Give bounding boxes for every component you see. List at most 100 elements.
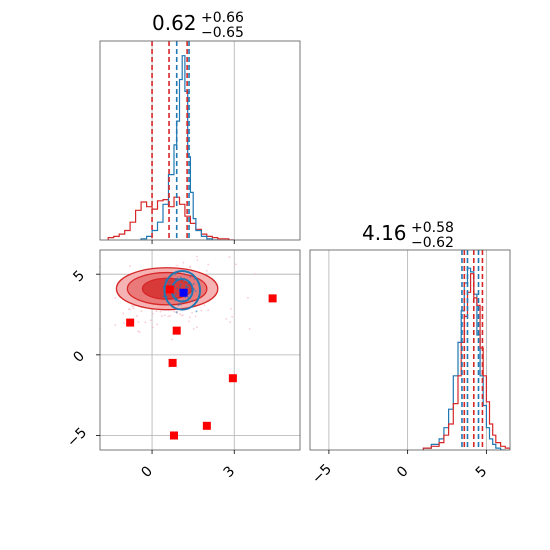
joint-point-5 [202,421,211,430]
joint-background-sample [155,310,158,312]
joint-point-6 [169,431,178,440]
joint-background-sample [231,315,234,318]
joint-background-sample [247,296,249,299]
joint-blue-sample [187,293,190,296]
joint-background-sample [191,311,194,314]
joint-blue-sample [175,287,178,290]
joint-background-sample [196,326,198,329]
joint-background-sample [182,261,185,264]
marginal2-xtick-minus5: −5 [309,461,335,487]
title-param-2-value: 4.16 [362,221,407,245]
joint-point-0 [268,294,277,303]
joint-background-sample [93,243,95,245]
joint-blue-sample [184,296,187,299]
joint-background-sample [192,328,195,330]
joint-blue-sample [162,295,165,298]
marginal2-blue-histogram [422,267,506,450]
joint-frame [99,249,301,451]
marginal1-blue-histogram [140,55,218,240]
joint-background-sample [196,259,199,262]
joint-background-sample [151,326,154,329]
joint-blue-sample [179,303,182,306]
joint-background-sample [181,314,184,317]
joint-background-sample [188,320,191,323]
joint-blue-sample [191,299,194,302]
joint-blue-sample [183,273,186,276]
joint-background-sample [169,314,172,317]
joint-background-sample [114,297,117,299]
joint-background-sample [137,330,140,333]
joint-background-sample [188,316,191,319]
joint-background-sample [229,321,231,324]
joint-background-sample [225,317,228,320]
joint-background-sample [200,309,203,312]
joint-panel [93,243,307,454]
marginal-panel-param-2 [309,249,511,454]
joint-point-2 [172,326,181,335]
joint-blue-sample [177,304,180,307]
joint-background-sample [230,307,232,310]
joint-background-sample [138,331,141,333]
title-param-1-value: 0.62 [152,11,197,35]
joint-background-sample [131,305,133,308]
joint-background-sample [253,273,256,275]
marginal2-plot-area [422,250,510,450]
joint-background-sample [132,305,135,308]
joint-blue-sample [175,311,178,314]
joint-background-sample [207,263,210,266]
joint-xtick-0: 0 [138,463,156,481]
joint-background-sample [305,292,307,294]
joint-blue-sample [179,283,182,286]
title-param-1-minus: −0.65 [201,25,244,41]
joint-blue-sample [174,292,177,295]
joint-point-1 [126,318,135,327]
marginal1-frame [99,40,301,241]
joint-xtick-3: 3 [221,463,239,481]
joint-point-4 [228,374,237,383]
joint-point-7 [165,285,174,294]
joint-background-sample [151,312,154,315]
joint-background-sample [179,313,181,315]
marginal2-red-histogram [422,273,510,450]
joint-blue-contour-outer [163,269,202,311]
joint-blue-sample [184,284,187,287]
joint-background-sample [140,310,143,312]
joint-blue-sample [176,277,179,280]
joint-background-sample [171,338,174,341]
joint-background-sample [176,264,179,267]
joint-blue-sample [194,290,197,293]
title-param-2-plus: +0.58 [411,220,454,236]
joint-background-sample [163,314,166,317]
joint-background-sample [132,307,135,310]
marginal2-xtick-5: 5 [473,463,491,481]
joint-ytick-0: 0 [70,348,88,366]
joint-plot-area [93,243,307,440]
joint-background-sample [156,323,158,326]
joint-blue-sample [192,282,195,285]
joint-point-3 [168,358,177,367]
joint-background-sample [167,315,170,318]
joint-ytick-minus5: −5 [64,425,90,451]
marginal1-red-histogram [107,196,235,240]
marginal2-xtick-0: 0 [394,463,412,481]
joint-blue-sample [179,285,182,288]
joint-blue-sample [168,281,171,284]
marginal1-plot-area [107,41,235,240]
marginal2-frame [309,249,511,451]
joint-background-sample [149,319,152,322]
joint-blue-sample [187,282,190,285]
joint-background-sample [137,321,140,324]
joint-background-sample [144,321,147,324]
joint-background-sample [114,324,117,327]
joint-background-sample [129,265,131,267]
joint-blue-sample [179,276,182,279]
joint-blue-sample [193,277,196,280]
title-param-1: 0.62 +0.66 −0.65 [152,10,244,41]
joint-background-sample [189,265,192,268]
joint-background-sample [228,256,231,258]
joint-background-sample [203,304,206,307]
joint-truth-marker [179,288,188,297]
joint-background-sample [128,308,131,311]
title-param-2-minus: −0.62 [411,235,454,251]
